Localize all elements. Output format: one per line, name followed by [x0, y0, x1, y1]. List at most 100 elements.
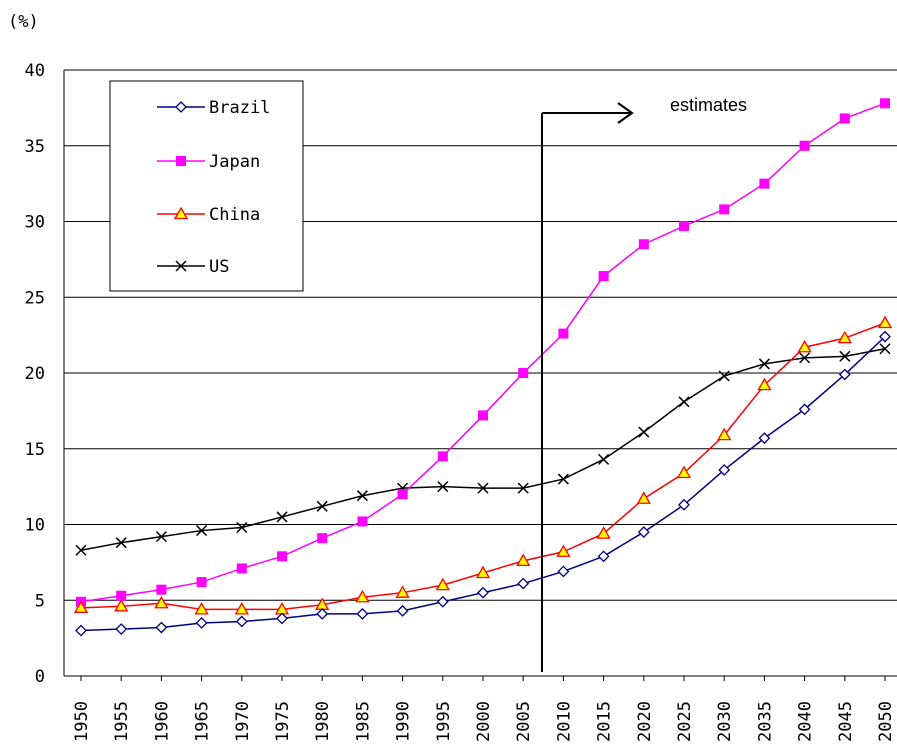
point-brazil-1995 [436, 595, 449, 608]
point-us-1955 [115, 537, 127, 549]
point-china-2015 [596, 526, 611, 539]
series-group [73, 98, 893, 637]
x-tick-label-1965: 1965 [193, 701, 213, 742]
point-china-1955 [114, 598, 129, 612]
point-japan-2030 [719, 204, 730, 215]
point-brazil-2050 [879, 330, 891, 343]
legend-marker-brazil [175, 101, 187, 113]
point-brazil-2045 [838, 368, 851, 381]
point-us-1980 [316, 500, 328, 512]
point-us-2050 [879, 343, 891, 355]
point-brazil-1950 [75, 624, 87, 637]
x-tick-label-1950: 1950 [72, 701, 92, 742]
point-us-2045 [839, 350, 851, 362]
point-us-1960 [155, 531, 167, 543]
point-us-2010 [557, 473, 569, 485]
point-china-2045 [837, 330, 852, 344]
point-japan-1970 [236, 563, 247, 574]
estimates-annotation: estimates [541, 95, 747, 672]
x-tick-label-1980: 1980 [313, 701, 333, 742]
point-us-1970 [236, 521, 248, 534]
point-us-1975 [276, 511, 288, 523]
point-japan-2040 [799, 140, 810, 151]
point-us-1985 [356, 490, 368, 502]
point-us-2015 [598, 453, 610, 465]
x-tick-label-1975: 1975 [273, 701, 293, 742]
x-tick-label-1990: 1990 [394, 701, 414, 742]
point-japan-1960 [156, 584, 167, 595]
point-japan-1965 [196, 577, 207, 588]
point-brazil-2005 [517, 577, 530, 590]
point-us-2005 [517, 482, 529, 494]
y-tick-label-5: 5 [35, 591, 45, 611]
point-brazil-2035 [758, 432, 771, 445]
x-tick-label-2025: 2025 [675, 701, 695, 742]
point-japan-1990 [397, 489, 408, 500]
point-china-1995 [435, 577, 450, 591]
y-tick-label-25: 25 [25, 288, 45, 308]
legend-item-china: China [157, 205, 260, 225]
x-tick-label-1960: 1960 [152, 701, 172, 742]
point-japan-2035 [759, 178, 770, 189]
point-china-1960 [154, 595, 169, 609]
point-brazil-2000 [477, 586, 489, 599]
y-tick-label-35: 35 [25, 137, 45, 157]
point-china-2020 [636, 491, 651, 504]
point-us-2020 [638, 426, 650, 438]
legend-item-japan: Japan [157, 152, 260, 172]
point-japan-1995 [437, 451, 448, 462]
x-tick-label-2035: 2035 [755, 701, 775, 742]
point-brazil-2020 [637, 526, 650, 538]
legend-marker-japan [176, 156, 186, 166]
point-china-2005 [516, 553, 531, 567]
x-tick-label-2020: 2020 [635, 701, 655, 742]
legend-marker-us [175, 260, 187, 272]
point-brazil-2025 [678, 498, 690, 511]
estimates-arrowhead [617, 102, 634, 124]
estimates-label: estimates [670, 95, 747, 115]
y-unit-label: (%) [8, 12, 39, 32]
point-brazil-1980 [316, 607, 329, 620]
point-japan-1975 [277, 551, 287, 562]
point-brazil-1960 [155, 621, 168, 634]
x-tick-label-1995: 1995 [434, 701, 454, 742]
point-japan-2050 [880, 98, 890, 109]
point-brazil-1955 [115, 623, 128, 635]
point-china-1985 [355, 589, 370, 603]
point-japan-2000 [478, 410, 488, 421]
x-tick-label-2040: 2040 [796, 701, 816, 742]
legend: Brazil Japan China US [109, 80, 304, 292]
point-china-1990 [395, 585, 410, 598]
point-china-1965 [194, 602, 209, 615]
point-china-2040 [797, 339, 812, 353]
y-tick-label-20: 20 [25, 364, 45, 384]
point-japan-2015 [598, 271, 609, 282]
point-brazil-1985 [356, 607, 369, 620]
point-brazil-2010 [557, 565, 570, 578]
point-japan-2005 [518, 368, 529, 378]
point-brazil-2030 [718, 464, 731, 476]
legend-marker-china [173, 206, 189, 220]
series-brazil [75, 330, 891, 637]
y-tick-label-30: 30 [25, 213, 45, 233]
point-japan-1980 [317, 533, 328, 544]
x-tick-label-2010: 2010 [554, 701, 574, 742]
point-us-1965 [196, 525, 208, 537]
x-tick-label-2005: 2005 [514, 701, 534, 742]
point-japan-2045 [839, 113, 850, 124]
point-japan-1955 [116, 590, 127, 601]
point-brazil-1975 [276, 612, 288, 625]
point-us-2040 [799, 352, 811, 364]
series-china [73, 315, 893, 615]
y-tick-label-0: 0 [35, 667, 45, 687]
x-tick-label-1970: 1970 [233, 701, 253, 742]
point-brazil-1990 [396, 604, 409, 617]
y-tick-label-15: 15 [25, 440, 45, 460]
x-tick-label-1955: 1955 [112, 701, 132, 742]
point-japan-2020 [638, 239, 649, 250]
point-brazil-1970 [235, 615, 248, 628]
legend-item-brazil: Brazil [157, 98, 270, 118]
legend-item-us: US [157, 257, 229, 277]
